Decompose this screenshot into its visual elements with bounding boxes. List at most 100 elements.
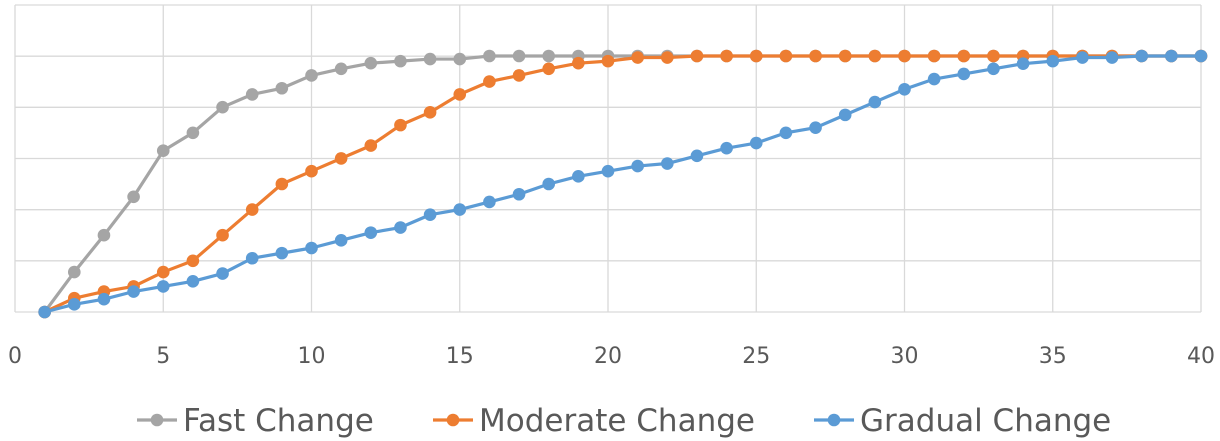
data-point: [364, 139, 378, 152]
x-axis-tick-labels: 0 5 10 15 20 25 30 35 40: [8, 344, 1215, 369]
data-point: [1194, 49, 1208, 63]
data-point: [97, 292, 111, 306]
data-point: [453, 203, 467, 216]
data-point: [779, 49, 793, 63]
data-point: [987, 62, 1000, 76]
data-point: [275, 81, 289, 95]
data-point: [186, 254, 200, 268]
data-point: [156, 265, 170, 279]
data-point: [305, 241, 318, 255]
data-point: [838, 108, 852, 122]
data-point: [631, 51, 644, 64]
x-tick-label: 30: [891, 344, 919, 369]
data-point: [809, 121, 822, 134]
data-point: [927, 72, 941, 86]
legend-item: Gradual Change: [814, 403, 1111, 439]
legend: Fast Change Moderate Change Gradual Change: [137, 403, 1111, 439]
data-point: [364, 226, 378, 239]
data-point: [38, 305, 51, 319]
x-tick-label: 25: [742, 344, 770, 369]
data-point: [987, 49, 1000, 63]
data-point: [868, 49, 882, 63]
data-point: [868, 95, 882, 109]
data-point: [661, 157, 674, 170]
data-point: [809, 49, 822, 63]
data-point: [423, 208, 437, 222]
data-point: [216, 100, 229, 114]
x-tick-label: 5: [156, 344, 170, 369]
data-point: [483, 195, 496, 209]
data-point: [453, 52, 467, 66]
legend-label: Fast Change: [183, 403, 374, 439]
data-point: [572, 56, 585, 70]
series-line: [43, 54, 1201, 314]
data-point: [305, 164, 318, 178]
data-point: [245, 203, 259, 216]
data-point: [68, 298, 81, 311]
data-point: [334, 62, 348, 76]
data-point: [156, 144, 170, 158]
data-point: [957, 67, 971, 81]
data-point: [483, 49, 496, 63]
legend-item: Fast Change: [137, 403, 374, 439]
data-point: [1076, 51, 1089, 64]
data-point: [631, 159, 644, 173]
data-point: [898, 49, 911, 63]
data-point: [957, 49, 971, 63]
legend-dot-marker: [446, 413, 460, 427]
data-point: [68, 265, 81, 279]
x-tick-label: 10: [298, 344, 326, 369]
data-point: [1165, 49, 1178, 63]
data-point: [305, 69, 318, 82]
data-point: [394, 118, 407, 132]
data-point: [572, 170, 585, 183]
x-tick-label: 0: [8, 344, 22, 369]
data-point: [1135, 49, 1148, 63]
data-point: [779, 126, 793, 140]
data-point: [601, 54, 615, 68]
data-point: [720, 141, 733, 155]
series-line: [44, 54, 1201, 314]
legend-item: Moderate Change: [433, 403, 755, 439]
data-point: [1105, 51, 1119, 64]
data-point: [97, 228, 111, 242]
data-point: [838, 49, 852, 63]
data-point: [186, 274, 200, 288]
legend-dot-marker: [827, 413, 841, 427]
series-lines: [38, 49, 1208, 319]
x-tick-label: 35: [1039, 344, 1067, 369]
data-point: [720, 49, 733, 63]
legend-dot-marker: [150, 413, 164, 427]
data-point: [275, 177, 289, 191]
data-point: [1016, 57, 1030, 70]
data-point: [334, 234, 348, 247]
data-point: [898, 82, 911, 96]
x-tick-label: 15: [446, 344, 474, 369]
data-point: [245, 251, 259, 265]
data-point: [245, 88, 259, 101]
data-point: [749, 49, 763, 63]
data-point: [1046, 54, 1060, 68]
data-point: [512, 187, 526, 201]
legend-label: Gradual Change: [860, 403, 1111, 439]
series-gradual-change: [38, 49, 1208, 319]
x-tick-label: 40: [1187, 344, 1215, 369]
series-fast-change: [38, 49, 1208, 319]
data-point: [156, 280, 170, 293]
data-point: [542, 177, 555, 191]
data-point: [186, 126, 200, 140]
data-point: [661, 51, 674, 64]
data-point: [601, 164, 615, 178]
data-point: [749, 136, 763, 150]
data-point: [394, 221, 407, 234]
data-point: [334, 152, 348, 165]
data-point: [690, 49, 704, 63]
data-point: [127, 190, 140, 204]
data-point: [423, 52, 437, 66]
data-point: [512, 49, 526, 63]
data-point: [394, 54, 407, 68]
data-point: [216, 267, 229, 280]
data-point: [423, 106, 437, 119]
data-point: [483, 75, 496, 88]
data-point: [275, 246, 289, 260]
